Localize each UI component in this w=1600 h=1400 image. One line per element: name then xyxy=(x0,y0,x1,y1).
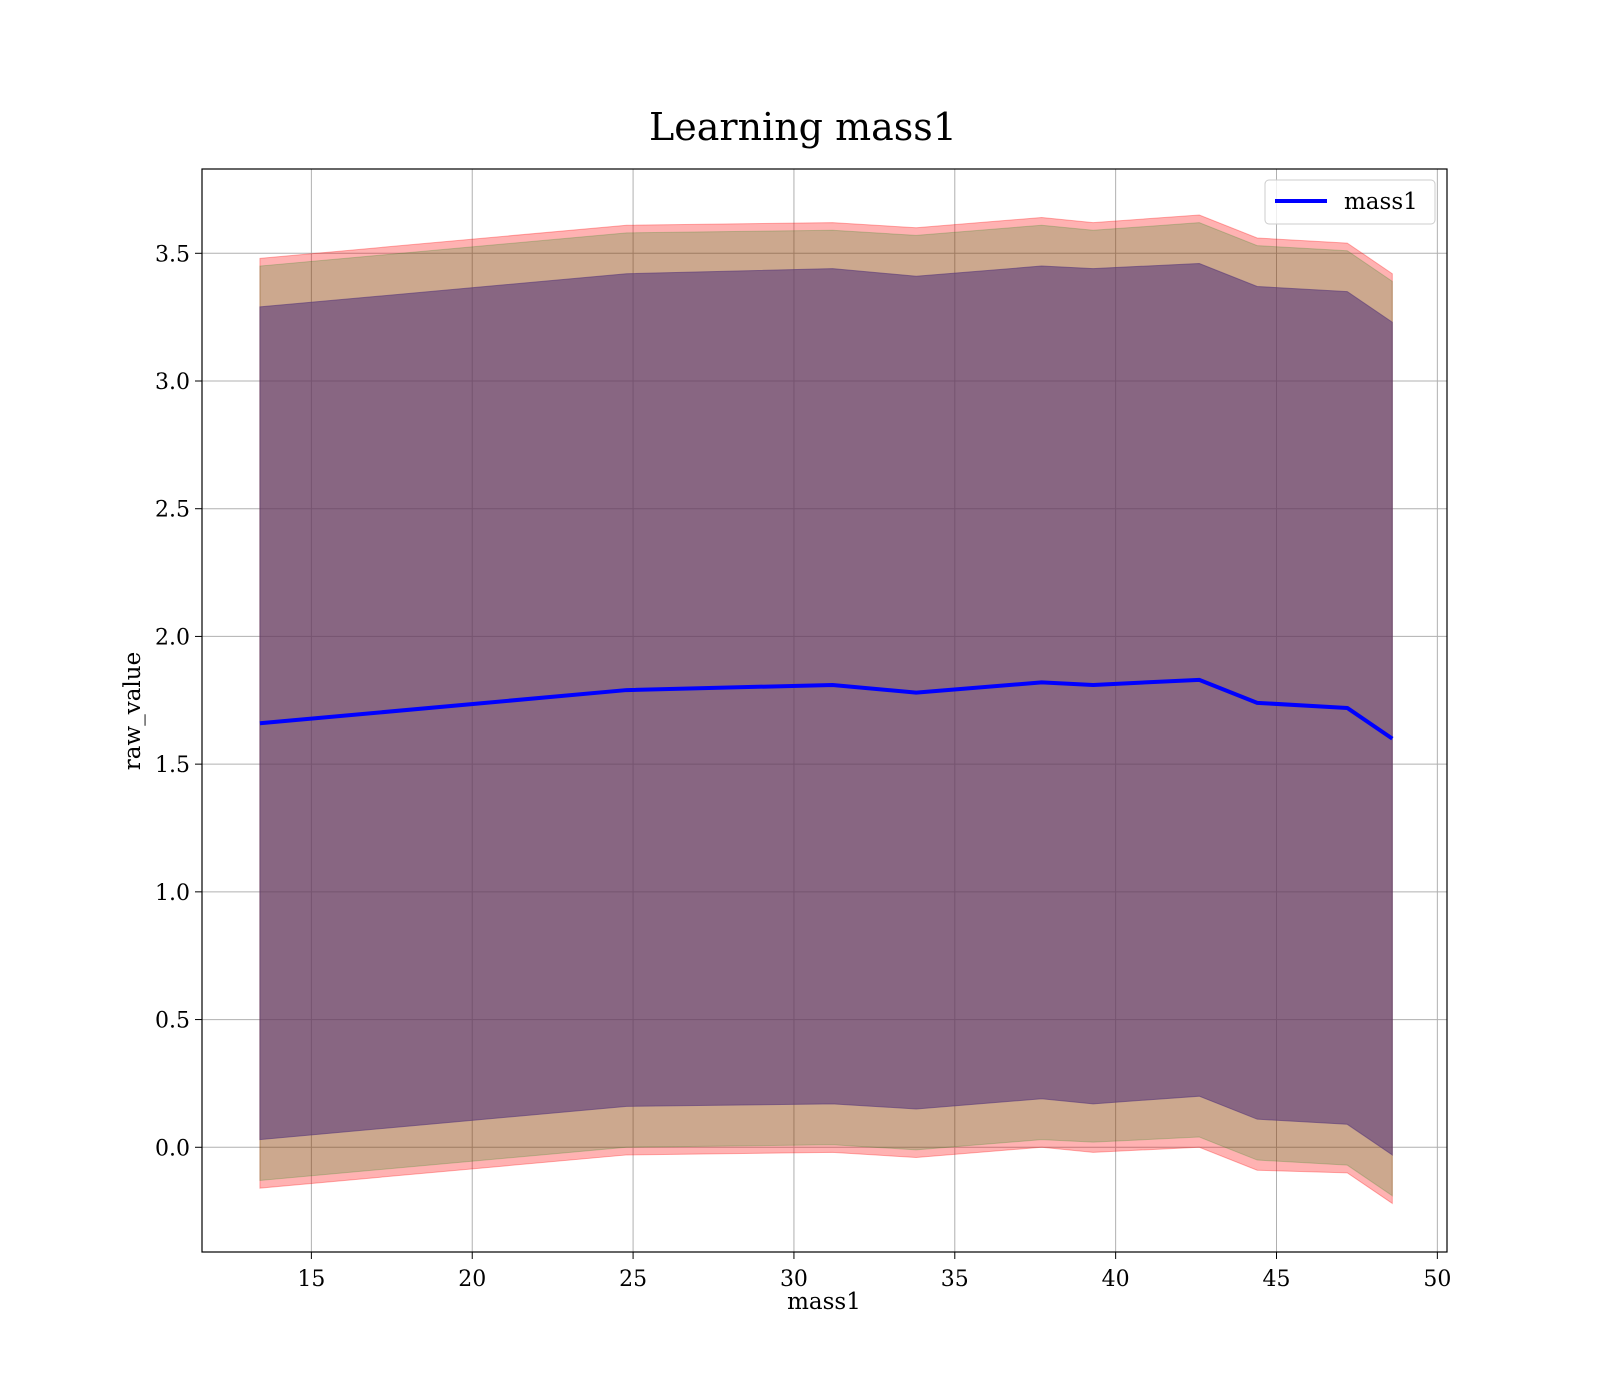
y-tick-label: 2.0 xyxy=(155,625,190,650)
y-tick-label: 1.5 xyxy=(155,753,190,778)
x-tick-label: 35 xyxy=(941,1267,969,1292)
y-tick-label: 3.0 xyxy=(155,370,190,395)
y-tick-label: 0.0 xyxy=(155,1136,190,1161)
x-tick-label: 20 xyxy=(458,1267,486,1292)
series-line-mass1 xyxy=(259,677,1394,741)
chart-title: Learning mass1 xyxy=(649,105,957,149)
x-tick-label: 45 xyxy=(1262,1267,1290,1292)
legend-label-mass1: mass1 xyxy=(1344,189,1418,215)
y-tick-label: 1.0 xyxy=(155,881,190,906)
x-tick-label: 50 xyxy=(1423,1267,1451,1292)
x-tick-label: 15 xyxy=(297,1267,325,1292)
x-tick-label: 40 xyxy=(1102,1267,1130,1292)
y-axis-ticks: 0.0 0.5 1.0 1.5 2.0 2.5 3.0 3.5 xyxy=(155,242,202,1161)
legend-box xyxy=(1264,179,1436,225)
confidence-band-3 xyxy=(259,263,1393,1156)
x-tick-label: 25 xyxy=(619,1267,647,1292)
y-tick-label: 0.5 xyxy=(155,1009,190,1034)
x-tick-label: 30 xyxy=(780,1267,808,1292)
y-tick-label: 2.5 xyxy=(155,498,190,523)
x-axis-ticks: 15 20 25 30 35 40 45 50 xyxy=(297,1252,1451,1292)
series-lines xyxy=(259,677,1394,741)
plot-frame xyxy=(201,168,1448,1253)
confidence-bands xyxy=(259,214,1393,1205)
legend: mass1 xyxy=(1264,179,1436,225)
x-axis-label: mass1 xyxy=(787,1289,861,1315)
y-tick-label: 3.5 xyxy=(155,242,190,267)
y-axis-label: raw_value xyxy=(120,652,146,770)
